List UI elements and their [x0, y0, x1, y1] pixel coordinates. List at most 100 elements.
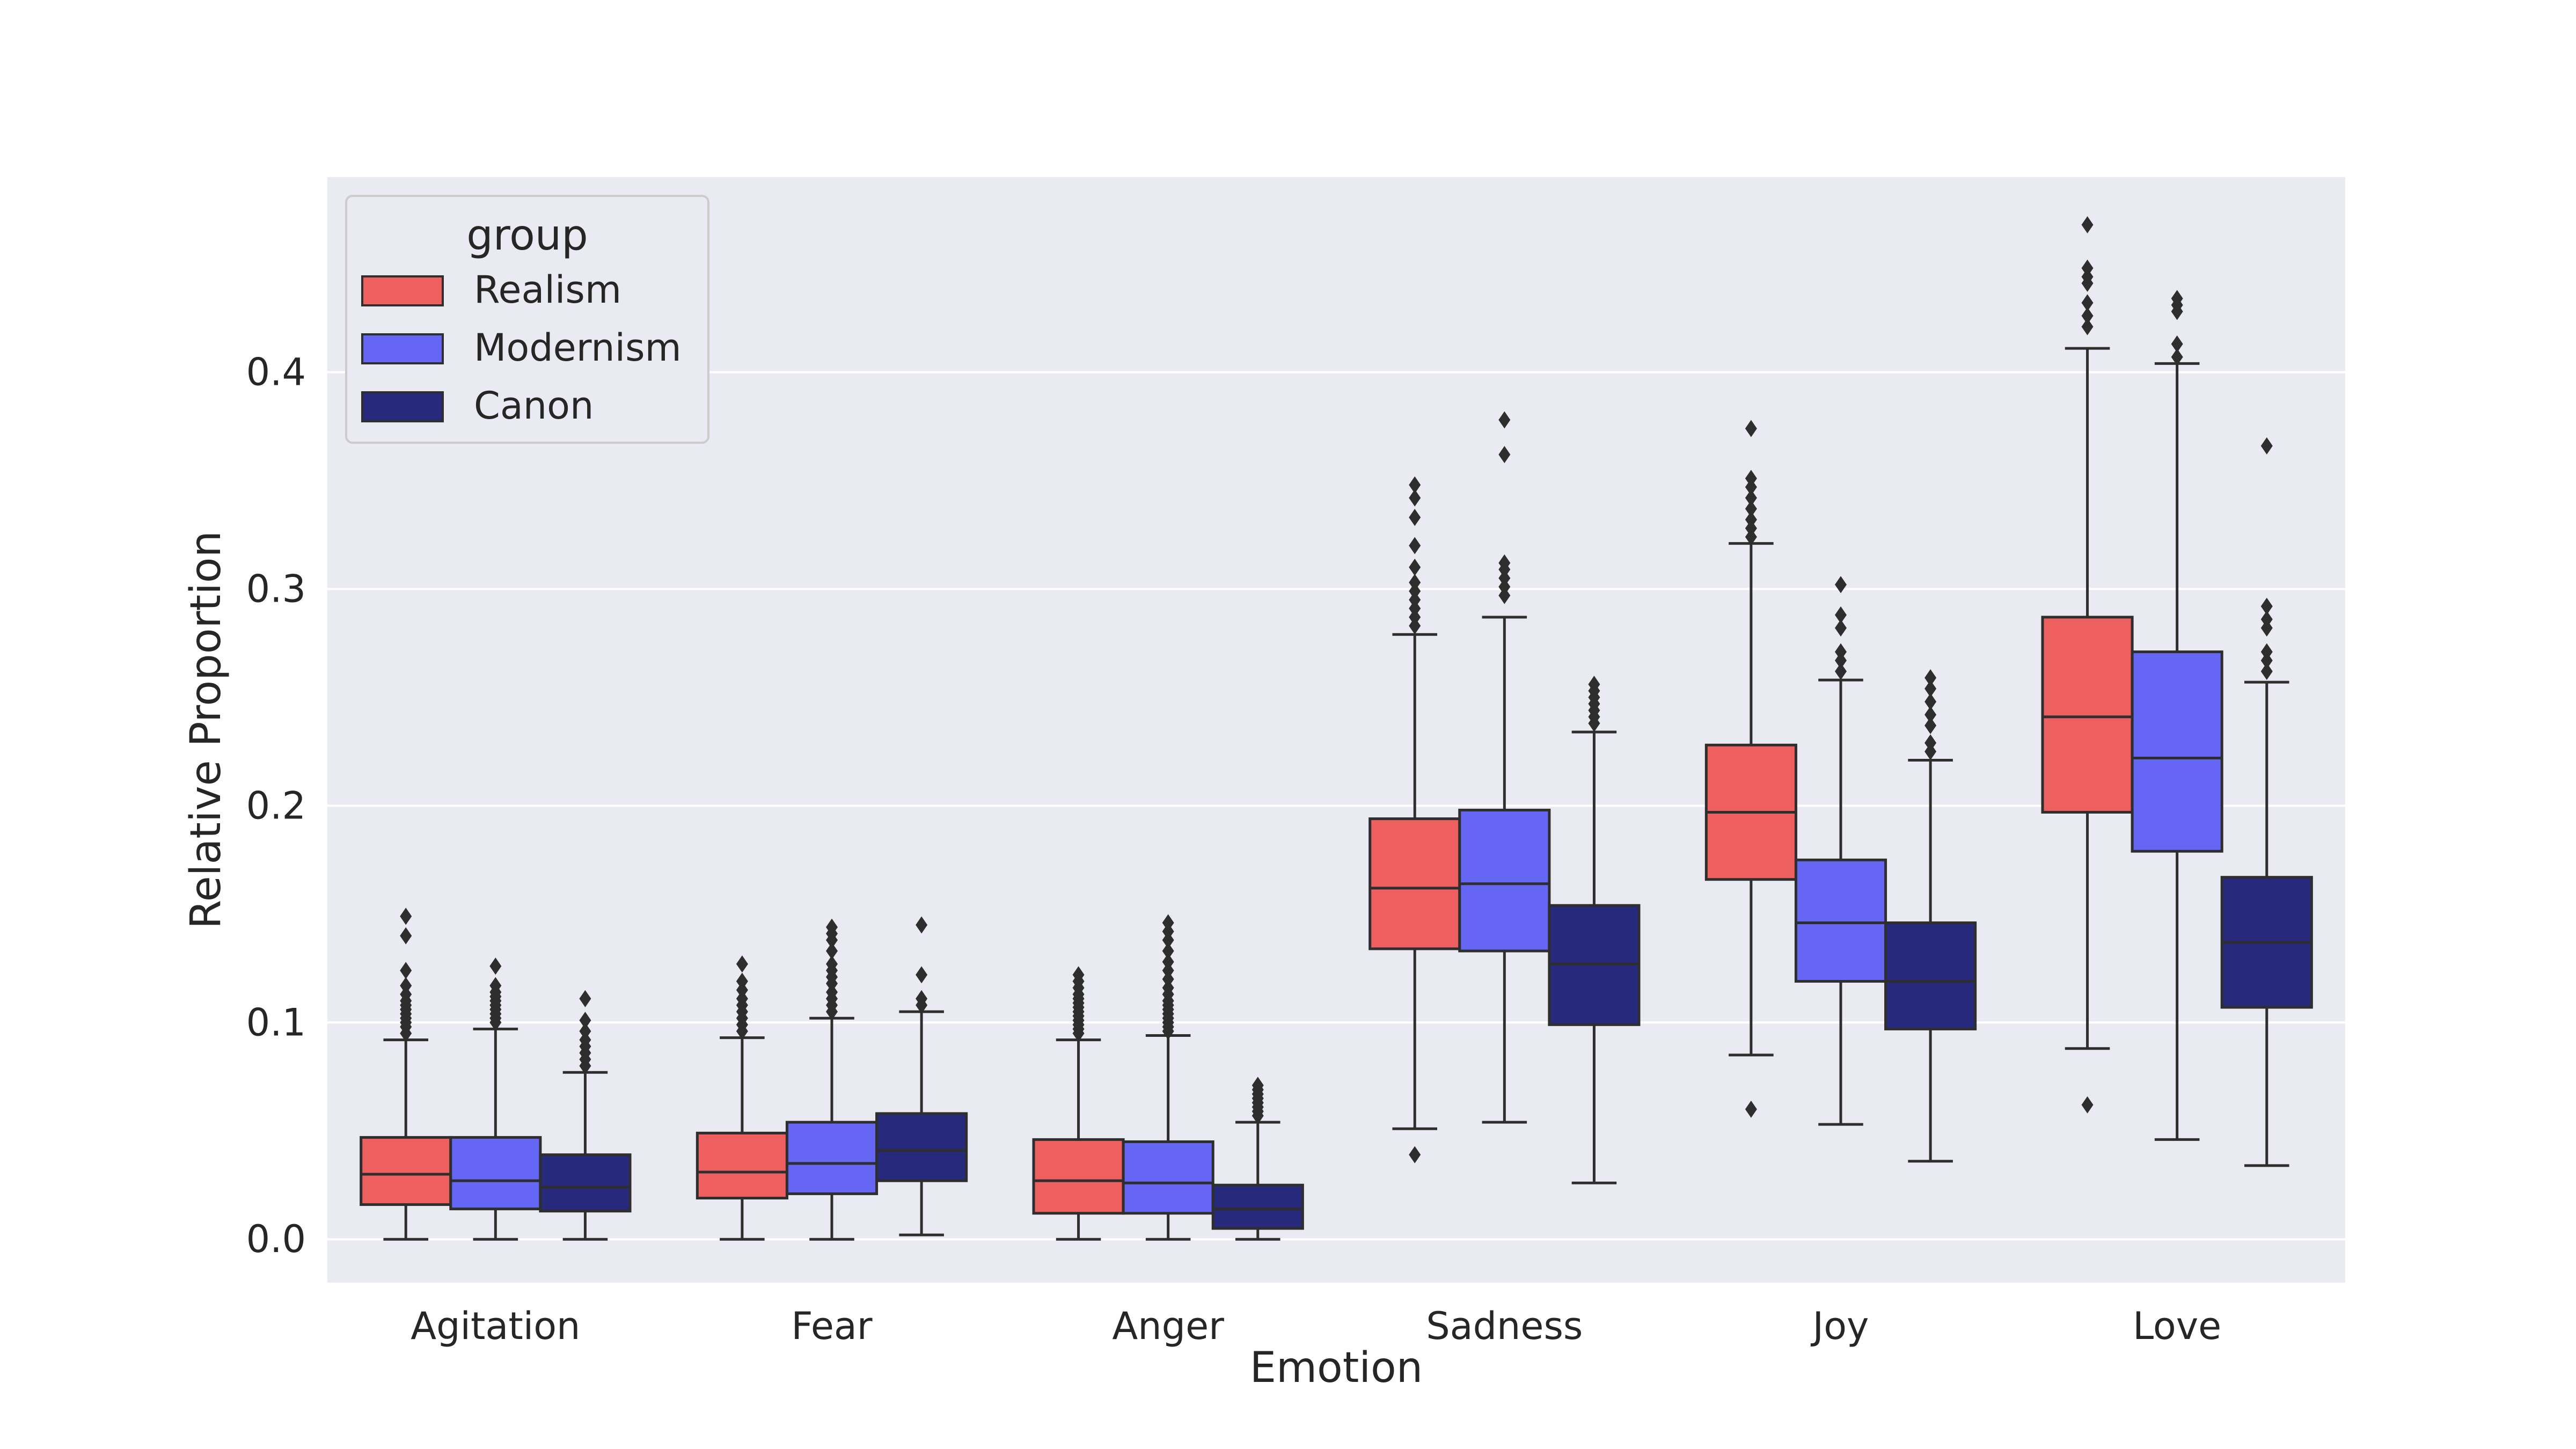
outlier-point [1252, 1077, 1264, 1094]
outlier-point [489, 977, 502, 994]
outlier-point [1498, 446, 1511, 464]
legend-label: Canon [474, 384, 594, 428]
outlier-point [1409, 1146, 1421, 1163]
outlier-point [1588, 676, 1600, 693]
legend-title: group [466, 211, 588, 260]
outlier-point [400, 908, 412, 925]
outlier-point [1409, 574, 1421, 591]
box-realism [360, 908, 452, 1241]
outlier-point [2260, 643, 2273, 661]
outlier-point [736, 981, 748, 999]
outlier-point [1409, 489, 1421, 507]
outlier-point [579, 1012, 591, 1029]
box-group-love [2041, 216, 2313, 1167]
outlier-point [1162, 931, 1174, 949]
outlier-point [736, 990, 748, 1007]
outlier-point [1835, 652, 1847, 669]
outlier-point [2260, 611, 2273, 628]
y-axis-label: Relative Proportion [182, 531, 230, 929]
box-iqr [785, 1121, 879, 1195]
outlier-point [916, 990, 928, 1007]
box-group-joy [1704, 420, 1977, 1163]
box-realism [2041, 216, 2134, 1114]
outlier-point [489, 957, 502, 975]
outlier-point [1409, 608, 1421, 626]
outlier-point [1498, 578, 1511, 596]
x-axis-label: Emotion [1250, 1344, 1423, 1392]
outlier-point [1745, 489, 1757, 507]
box-modernism [1794, 576, 1887, 1126]
box-iqr [449, 1136, 542, 1211]
outlier-point [2081, 259, 2094, 277]
box-canon [539, 990, 632, 1241]
box-group-sadness [1368, 411, 1641, 1184]
box-realism [696, 955, 788, 1241]
box-iqr [1032, 1138, 1125, 1215]
outlier-point [1162, 979, 1174, 997]
outlier-point [1924, 706, 1937, 723]
box-iqr [696, 1131, 788, 1199]
outlier-point [1409, 537, 1421, 554]
y-axis-ticks: 0.0 0.1 0.2 0.3 0.4 [246, 350, 306, 1262]
outlier-point [1409, 599, 1421, 617]
box-modernism [449, 957, 542, 1241]
box-realism [1032, 966, 1125, 1241]
outlier-point [1498, 569, 1511, 587]
outlier-point [1924, 734, 1937, 752]
outlier-point [1162, 962, 1174, 979]
outlier-point [1835, 619, 1847, 637]
outlier-point [1162, 970, 1174, 988]
box-canon [2220, 437, 2313, 1167]
y-tick-label: 0.1 [246, 1000, 306, 1044]
outlier-point [2260, 597, 2273, 615]
outlier-point [736, 955, 748, 973]
outlier-point [2260, 652, 2273, 669]
grid-lines [327, 371, 2345, 1241]
legend-item-canon: Canon [361, 384, 594, 428]
box-iqr [1122, 1140, 1214, 1215]
outlier-point [579, 1031, 591, 1049]
outlier-point [1409, 509, 1421, 526]
box-iqr [360, 1136, 452, 1206]
outlier-point [1924, 693, 1937, 711]
box-iqr [875, 1112, 968, 1182]
box-group-anger [1032, 914, 1304, 1241]
box-iqr [539, 1153, 632, 1213]
legend-item-realism: Realism [361, 268, 621, 312]
outlier-point [1835, 662, 1847, 680]
outlier-point [1409, 476, 1421, 494]
box-iqr [1368, 817, 1461, 950]
legend: group Realism Modernism Canon [345, 195, 709, 444]
legend-swatch [361, 333, 444, 364]
x-tick-label: Anger [1112, 1304, 1224, 1348]
outlier-point [1498, 554, 1511, 572]
outlier-point [1924, 680, 1937, 698]
outlier-point [2081, 294, 2094, 312]
outlier-point [2171, 348, 2183, 366]
box-modernism [1458, 411, 1551, 1124]
outlier-point [1745, 470, 1757, 487]
outlier-point [1835, 576, 1847, 594]
outlier-point [579, 990, 591, 1007]
outlier-point [1162, 923, 1174, 940]
outlier-point [916, 916, 928, 934]
box-iqr [1211, 1183, 1304, 1230]
box-modernism [2131, 290, 2223, 1141]
y-tick-label: 0.3 [246, 567, 306, 611]
outlier-point [826, 918, 838, 936]
outlier-point [2081, 1096, 2094, 1114]
outlier-point [826, 955, 838, 973]
outlier-point [2260, 619, 2273, 637]
outlier-point [1409, 591, 1421, 609]
legend-swatch [361, 275, 444, 306]
outlier-point [1409, 617, 1421, 635]
outlier-point [2171, 290, 2183, 308]
outlier-point [1745, 500, 1757, 517]
legend-frame [345, 195, 709, 444]
outlier-point [2260, 437, 2273, 455]
outlier-point [1745, 478, 1757, 496]
outlier-point [1498, 587, 1511, 604]
legend-label: Modernism [474, 326, 682, 370]
box-group-fear [696, 916, 968, 1241]
outlier-point [1835, 643, 1847, 661]
